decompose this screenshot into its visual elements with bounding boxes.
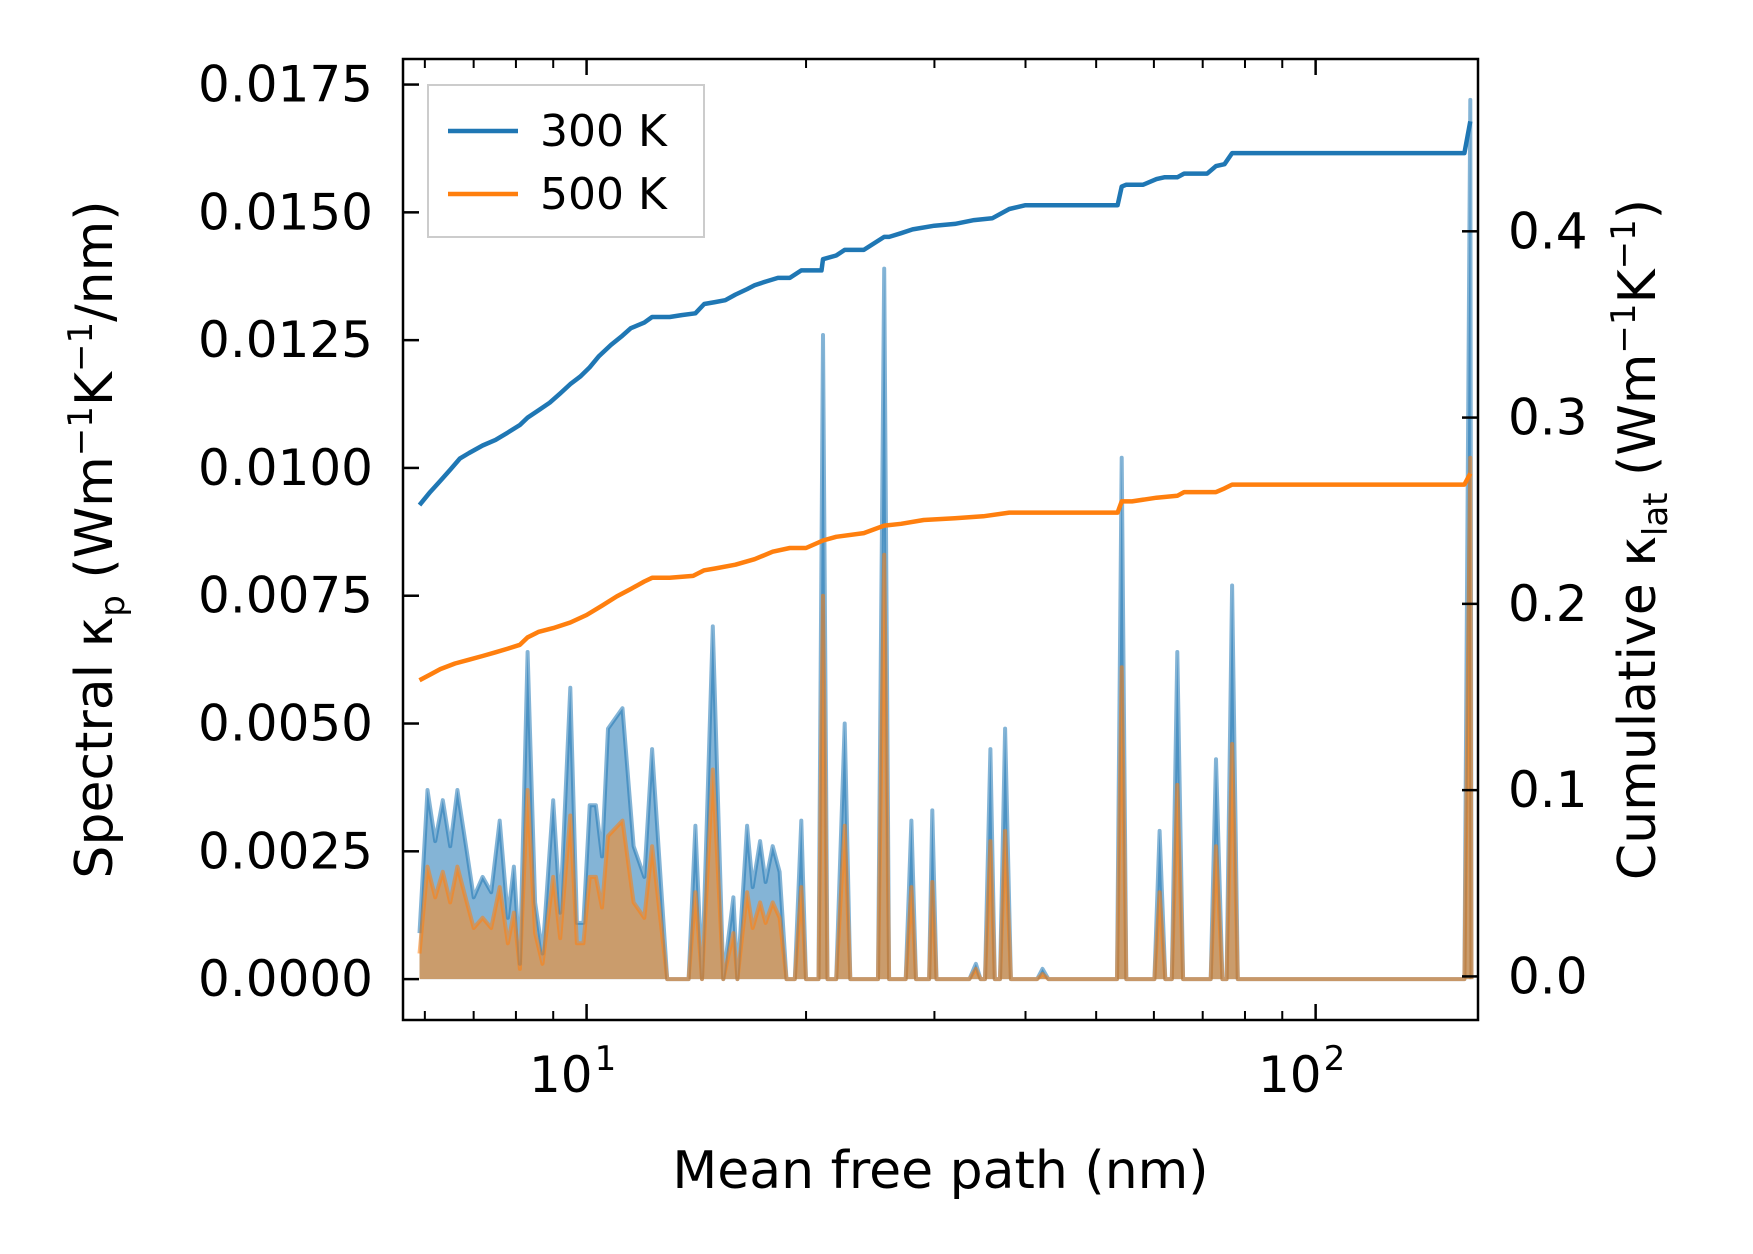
y-right-axis-label-part-4: K [1608, 267, 1668, 303]
cumulative-line-300-k [417, 120, 1473, 507]
axes-layer [401, 57, 1480, 1022]
y-right-axis-label-part-6: ) [1608, 199, 1668, 219]
y-right-axis-label-part-1: lat [1636, 492, 1676, 536]
y-left-tick-label-0-0050: 0.0050 [198, 695, 373, 753]
y-right-axis-label-part-0: Cumulative κ [1608, 536, 1668, 880]
cumulative-line-layer [417, 120, 1473, 683]
cumulative-line-500-k [418, 472, 1473, 683]
y-right-axis-label-part-3: −1 [1604, 303, 1644, 353]
y-left-axis-label-part-2: (Wm [65, 456, 125, 595]
legend-label-500-k: 500 K [540, 169, 668, 220]
y-left-axis-label-part-4: K [65, 370, 125, 406]
spectral-fill-500-k [419, 457, 1472, 980]
y-right-tick-label-0-4: 0.4 [1508, 202, 1588, 260]
spectral-line-500-k [417, 455, 1474, 982]
legend: 300 K 500 K [427, 84, 705, 238]
plot-frame [401, 57, 1480, 1022]
y-right-tick-label-0-3: 0.3 [1508, 389, 1588, 447]
y-left-axis-label-part-5: −1 [61, 322, 101, 372]
x-tick-label-100: 102 [1258, 1039, 1345, 1104]
y-left-axis-label: Spectral κp (Wm−1K−1/nm) [61, 200, 133, 878]
y-left-tick-label-0-0000: 0.0000 [198, 950, 373, 1008]
x-tick-label-10: 101 [529, 1039, 616, 1104]
y-left-tick-label-0-0125: 0.0125 [198, 311, 373, 369]
y-right-tick-label-0-0: 0.0 [1508, 947, 1588, 1005]
legend-label-300-k: 300 K [540, 106, 668, 157]
axis-label-layer: Mean free path (nm)Spectral κp (Wm−1K−1/… [61, 199, 1676, 1201]
y-left-tick-label-0-0100: 0.0100 [198, 439, 373, 497]
y-left-axis-label-part-3: −1 [61, 406, 101, 456]
y-left-axis-label-part-0: Spectral κ [65, 617, 125, 879]
y-right-axis-label: Cumulative κlat (Wm−1K−1) [1604, 199, 1676, 880]
y-right-axis-label-part-2: (Wm [1608, 354, 1668, 493]
spectral-line-layer [417, 97, 1474, 982]
y-left-tick-label-0-0025: 0.0025 [198, 822, 373, 880]
y-right-axis-label-part-5: −1 [1604, 219, 1644, 269]
y-right-tick-label-0-1: 0.1 [1508, 761, 1588, 819]
y-left-axis-label-part-6: /nm) [65, 200, 125, 321]
tick-layer: 0.00000.00250.00500.00750.01000.01250.01… [198, 56, 1587, 1104]
y-left-tick-label-0-0150: 0.0150 [198, 183, 373, 241]
x-axis-label: Mean free path (nm) [672, 1141, 1208, 1201]
y-left-tick-label-0-0175: 0.0175 [198, 56, 373, 114]
x-tick-exponent-10: 1 [595, 1039, 617, 1079]
y-right-tick-label-0-2: 0.2 [1508, 575, 1588, 633]
y-left-axis-label-part-1: p [93, 595, 133, 617]
y-left-tick-label-0-0075: 0.0075 [198, 567, 373, 625]
legend-box [427, 84, 705, 238]
x-tick-exponent-100: 2 [1324, 1039, 1346, 1079]
